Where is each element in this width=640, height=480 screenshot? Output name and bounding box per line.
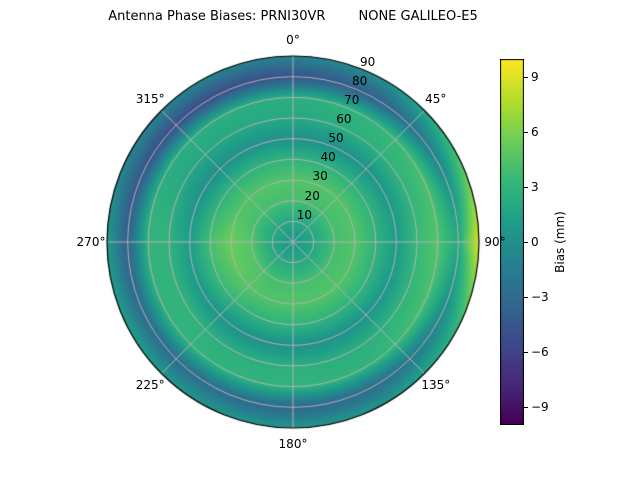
colorbar-tick bbox=[524, 187, 528, 189]
colorbar-tick-label: −9 bbox=[531, 399, 549, 414]
colorbar-tick-label: 0 bbox=[531, 235, 539, 249]
theta-tick-label: 0° bbox=[286, 33, 300, 47]
colorbar-tick-label: 9 bbox=[531, 70, 539, 85]
r-tick-label: 20 bbox=[304, 188, 320, 203]
r-tick-label: 10 bbox=[296, 207, 313, 222]
theta-tick-label: 135° bbox=[421, 377, 451, 392]
r-tick-label: 50 bbox=[328, 131, 344, 146]
colorbar-tick bbox=[524, 132, 528, 134]
colorbar-tick-label: 3 bbox=[531, 180, 539, 195]
colorbar-tick bbox=[524, 242, 528, 243]
colorbar-tick bbox=[524, 406, 528, 408]
colorbar-tick bbox=[524, 351, 528, 353]
theta-tick-label: 180° bbox=[278, 437, 308, 451]
r-tick-label: 40 bbox=[320, 150, 336, 165]
theta-tick-label: 90° bbox=[484, 235, 506, 249]
theta-tick-label: 225° bbox=[135, 377, 165, 392]
r-tick-label: 90 bbox=[359, 54, 376, 69]
r-tick-label: 60 bbox=[336, 112, 352, 127]
r-tick-label: 30 bbox=[312, 169, 328, 184]
theta-tick-label: 45° bbox=[425, 92, 447, 107]
r-tick-label: 80 bbox=[352, 73, 368, 88]
colorbar bbox=[500, 59, 524, 425]
theta-tick-label: 315° bbox=[135, 92, 165, 107]
colorbar-tick bbox=[524, 296, 528, 298]
colorbar-axis-label: Bias (mm) bbox=[553, 211, 567, 273]
r-tick-label: 70 bbox=[344, 93, 360, 107]
colorbar-tick-label: −6 bbox=[531, 344, 549, 359]
colorbar-tick bbox=[524, 77, 528, 79]
colorbar-tick-label: 6 bbox=[531, 125, 539, 140]
theta-tick-label: 270° bbox=[76, 235, 106, 249]
colorbar-tick-label: −3 bbox=[531, 289, 549, 304]
